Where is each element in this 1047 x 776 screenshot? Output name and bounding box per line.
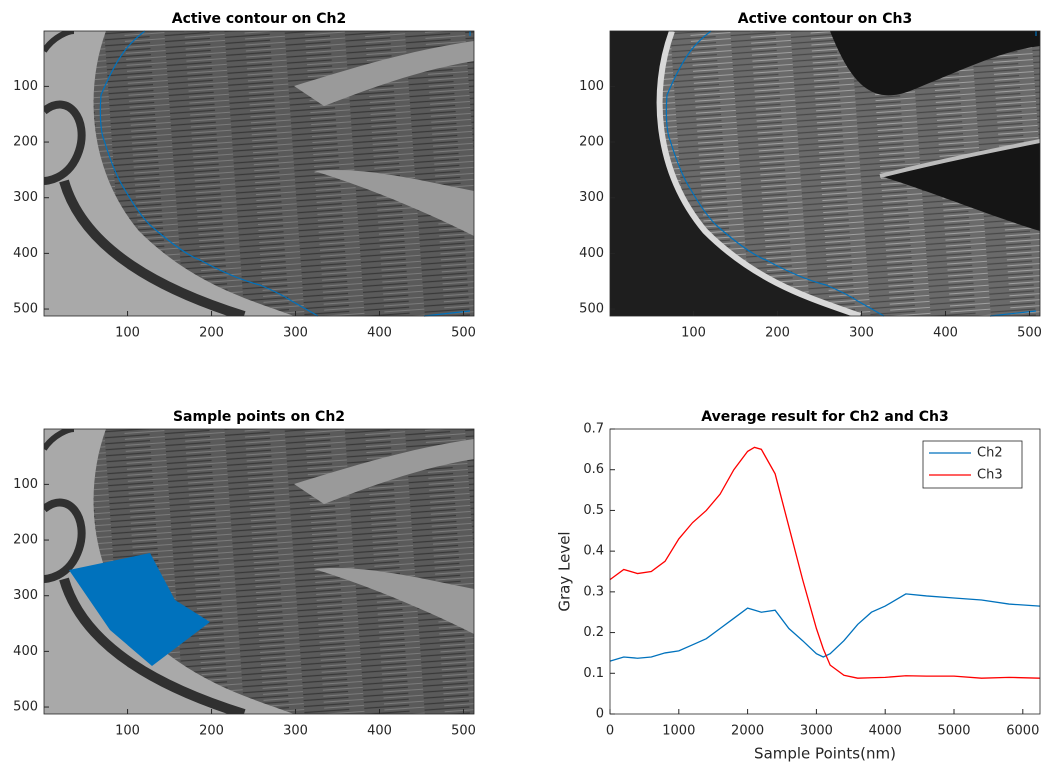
chart-title: Average result for Ch2 and Ch3: [701, 409, 948, 425]
x-tick-label: 400: [367, 724, 392, 739]
series-line: [609, 446, 1041, 679]
y-tick-label: 100: [13, 477, 38, 492]
axes-box: [43, 30, 475, 317]
x-tick-label: 4000: [869, 724, 902, 739]
x-tick-label: 500: [451, 724, 476, 739]
x-tick-label: 2000: [731, 724, 764, 739]
y-tick-label: 300: [579, 190, 604, 205]
x-tick-label: 400: [367, 326, 392, 341]
y-tick-label: 500: [579, 302, 604, 317]
chart-title: Active contour on Ch3: [738, 11, 913, 27]
y-tick-label: 0.3: [583, 584, 604, 599]
legend-box: [922, 440, 1023, 489]
image-sample: [44, 429, 474, 714]
y-axis-label: Gray Level: [556, 531, 574, 611]
y-tick-label: 400: [13, 644, 38, 659]
x-tick-label: 100: [115, 724, 140, 739]
sample-region: [69, 553, 210, 666]
image-ch2: [44, 31, 474, 316]
y-tick-label: 0.1: [583, 666, 604, 681]
axes-box: [609, 30, 1041, 317]
x-tick-label: 200: [765, 326, 790, 341]
x-tick-label: 0: [606, 724, 614, 739]
x-tick-label: 500: [1017, 326, 1042, 341]
y-tick-label: 200: [13, 135, 38, 150]
y-tick-label: 0.4: [583, 544, 604, 559]
x-tick-label: 200: [199, 724, 224, 739]
x-tick-label: 100: [115, 326, 140, 341]
y-tick-label: 0.2: [583, 625, 604, 640]
y-tick-label: 300: [13, 588, 38, 603]
y-tick-label: 0.5: [583, 503, 604, 518]
y-tick-label: 100: [13, 79, 38, 94]
y-tick-label: 500: [13, 302, 38, 317]
x-tick-label: 300: [283, 724, 308, 739]
image-ch3: [610, 31, 1040, 316]
axes-box: [609, 428, 1041, 715]
x-tick-label: 6000: [1006, 724, 1039, 739]
y-tick-label: 400: [579, 246, 604, 261]
x-tick-label: 300: [283, 326, 308, 341]
x-axis-label: Sample Points(nm): [754, 745, 896, 763]
x-tick-label: 100: [681, 326, 706, 341]
chart-title: Active contour on Ch2: [172, 11, 347, 27]
x-tick-label: 1000: [662, 724, 695, 739]
y-tick-label: 300: [13, 190, 38, 205]
legend-label: Ch3: [977, 468, 1003, 483]
x-tick-label: 300: [849, 326, 874, 341]
series-line: [609, 593, 1041, 662]
axes-box: [43, 428, 475, 715]
y-tick-label: 100: [579, 79, 604, 94]
chart-title: Sample points on Ch2: [173, 409, 345, 425]
y-tick-label: 200: [13, 533, 38, 548]
y-tick-label: 200: [579, 135, 604, 150]
x-tick-label: 400: [933, 326, 958, 341]
x-tick-label: 5000: [937, 724, 970, 739]
y-tick-label: 0.7: [583, 422, 604, 437]
y-tick-label: 0: [596, 707, 604, 722]
x-tick-label: 3000: [800, 724, 833, 739]
y-tick-label: 500: [13, 700, 38, 715]
y-tick-label: 0.6: [583, 462, 604, 477]
legend-label: Ch2: [977, 446, 1003, 461]
x-tick-label: 500: [451, 326, 476, 341]
x-tick-label: 200: [199, 326, 224, 341]
y-tick-label: 400: [13, 246, 38, 261]
